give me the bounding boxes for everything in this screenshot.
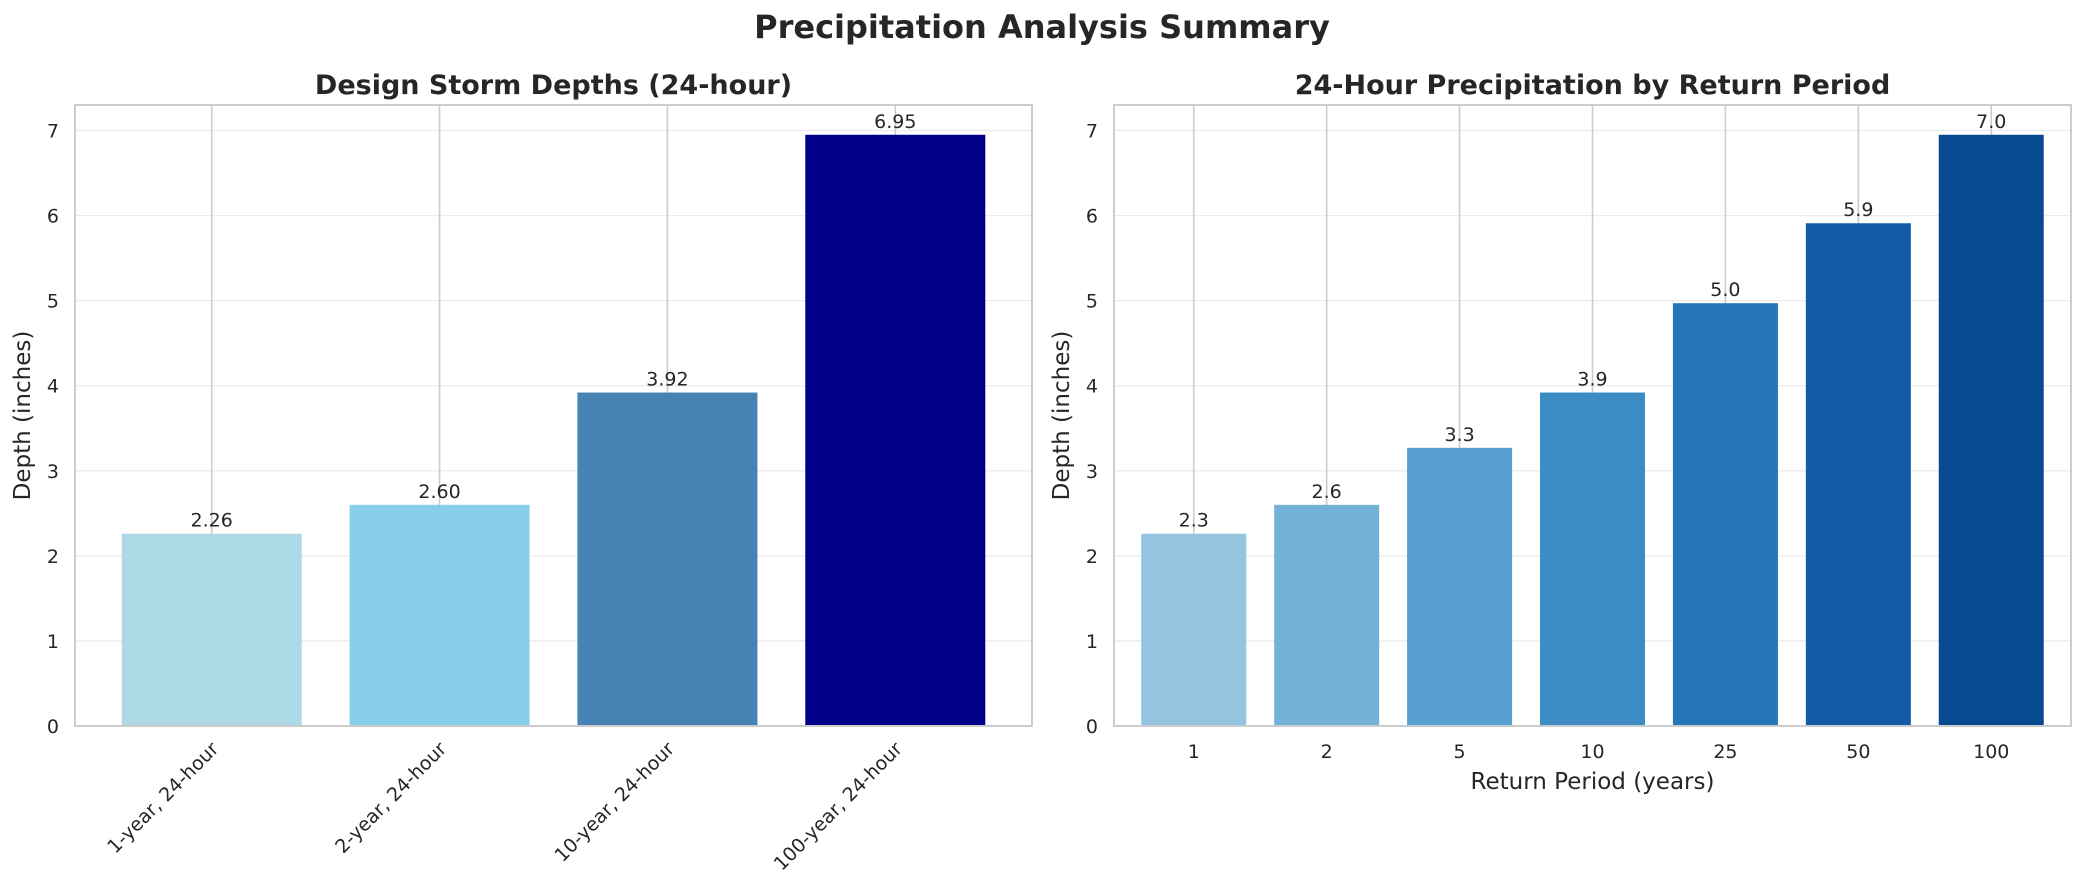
bar-1 <box>1141 533 1247 726</box>
x-tick-label: 2-year, 24-hour <box>331 738 451 858</box>
y-tick-label: 7 <box>1086 121 1098 143</box>
y-axis-label: Depth (inches) <box>1049 331 1075 501</box>
figure-title: Precipitation Analysis Summary <box>754 8 1330 46</box>
data-label: 5.9 <box>1843 199 1873 221</box>
bar-3 <box>1407 447 1513 726</box>
y-tick-label: 2 <box>1086 546 1098 568</box>
bar-2 <box>1274 504 1380 726</box>
x-tick-label: 100-year, 24-hour <box>770 738 907 875</box>
data-label: 7.0 <box>1976 111 2006 133</box>
panel-title: Design Storm Depths (24-hour) <box>315 70 792 101</box>
y-tick-label: 5 <box>1086 291 1098 313</box>
y-tick-label: 2 <box>47 546 59 568</box>
data-label: 6.95 <box>874 111 916 133</box>
bar-3 <box>577 392 758 726</box>
y-axis-label: Depth (inches) <box>10 331 36 501</box>
y-tick-label: 3 <box>47 461 59 483</box>
data-label: 2.6 <box>1312 481 1342 503</box>
bar-6 <box>1805 223 1911 726</box>
axes-frame <box>1113 104 2072 727</box>
panel-title: 24-Hour Precipitation by Return Period <box>1295 70 1891 101</box>
y-tick-label: 6 <box>47 206 59 228</box>
x-tick-label: 1-year, 24-hour <box>103 738 223 858</box>
y-tick-label: 4 <box>47 376 59 398</box>
y-tick-label: 0 <box>47 716 59 738</box>
bar-2 <box>349 504 530 726</box>
y-tick-label: 5 <box>47 291 59 313</box>
bar-1 <box>121 533 302 726</box>
x-tick-label: 25 <box>1713 741 1737 763</box>
bar-4 <box>1539 392 1646 726</box>
bar-4 <box>805 134 986 726</box>
y-tick-label: 1 <box>47 631 59 653</box>
axes-frame <box>74 104 1033 727</box>
x-axis-label: Return Period (years) <box>1471 769 1715 795</box>
data-label: 2.26 <box>191 510 233 532</box>
data-label: 3.3 <box>1444 424 1474 446</box>
x-tick-label: 5 <box>1454 741 1466 763</box>
x-tick-label: 1 <box>1188 741 1200 763</box>
data-label: 2.60 <box>418 481 460 503</box>
x-tick-label: 2 <box>1321 741 1333 763</box>
data-label: 2.3 <box>1179 510 1209 532</box>
data-label: 3.9 <box>1577 369 1607 391</box>
data-label: 3.92 <box>646 369 688 391</box>
y-tick-label: 1 <box>1086 631 1098 653</box>
bar-7 <box>1938 134 2044 726</box>
y-tick-label: 0 <box>1086 716 1098 738</box>
y-tick-label: 3 <box>1086 461 1098 483</box>
data-label: 5.0 <box>1710 279 1740 301</box>
y-tick-label: 6 <box>1086 206 1098 228</box>
y-tick-label: 7 <box>47 121 59 143</box>
x-tick-label: 50 <box>1846 741 1870 763</box>
x-tick-label: 100 <box>1973 741 2009 763</box>
x-tick-label: 10-year, 24-hour <box>550 738 679 867</box>
x-tick-label: 10 <box>1580 741 1604 763</box>
bar-5 <box>1672 303 1778 726</box>
chart-panel-1: 2.26 2.60 3.92 6.95 0 1 2 3 4 5 6 7 1-year, 24-hour 2… <box>10 70 1033 875</box>
y-tick-label: 4 <box>1086 376 1098 398</box>
